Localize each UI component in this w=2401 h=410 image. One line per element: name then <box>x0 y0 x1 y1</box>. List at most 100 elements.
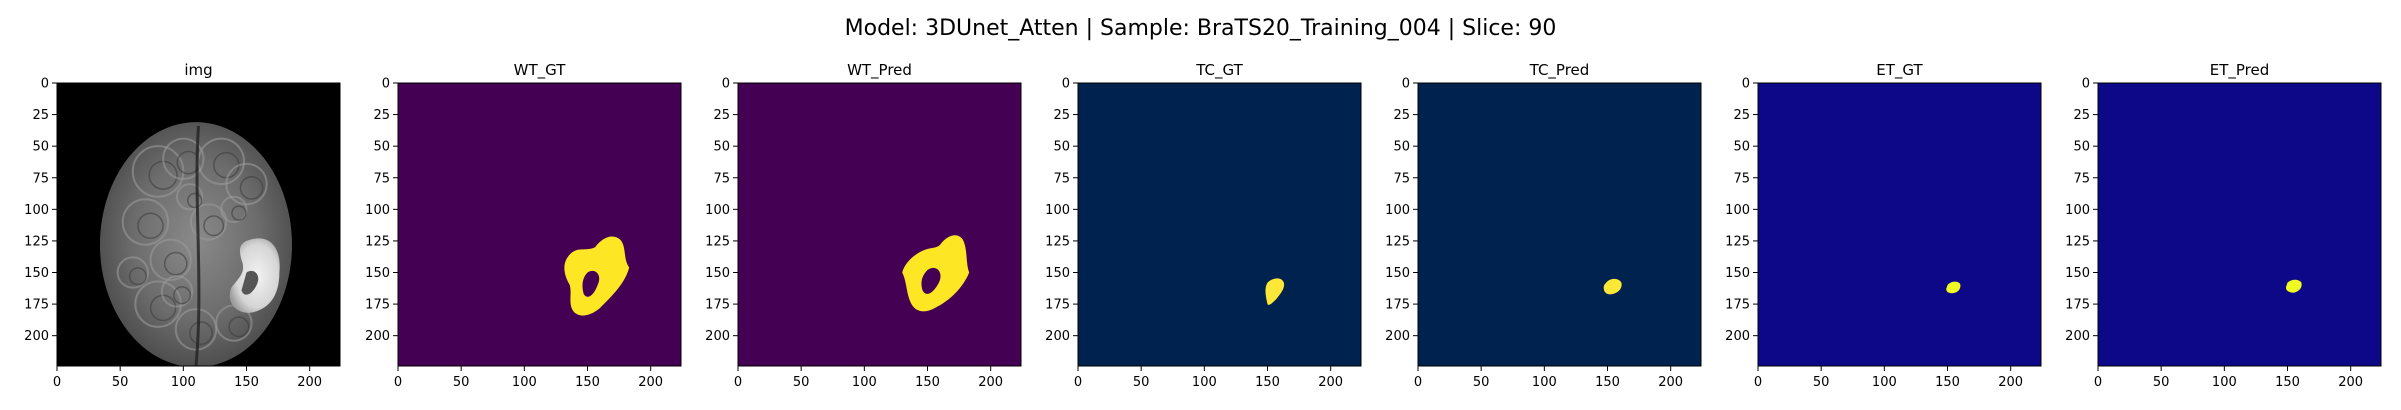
y-tick-label: 100 <box>705 203 730 218</box>
y-tick-label: 150 <box>2065 266 2090 281</box>
figure-title: Model: 3DUnet_Atten | Sample: BraTS20_Tr… <box>844 16 1557 41</box>
y-tick-label: 200 <box>24 329 49 344</box>
axes-frame <box>56 82 341 367</box>
y-tick-label: 175 <box>365 298 390 313</box>
x-tick-label: 150 <box>575 375 600 390</box>
mask-image <box>738 83 1021 366</box>
y-tick-label: 50 <box>2073 140 2090 155</box>
x-tick-label: 100 <box>852 375 877 390</box>
panel-title: WT_GT <box>514 61 567 80</box>
y-tick-label: 100 <box>1385 203 1410 218</box>
panel-title: TC_Pred <box>1529 61 1590 80</box>
x-tick-label: 100 <box>512 375 537 390</box>
y-tick-label: 50 <box>1053 140 1070 155</box>
segmentation-mask <box>2285 279 2302 293</box>
axes-frame <box>1417 82 1702 367</box>
y-tick-label: 25 <box>713 108 730 123</box>
y-tick-label: 0 <box>2082 77 2090 92</box>
mask-image <box>1418 83 1701 366</box>
y-tick-label: 0 <box>1402 77 1410 92</box>
x-tick-label: 150 <box>1935 375 1960 390</box>
axes-frame <box>737 82 1022 367</box>
mask-image <box>1078 83 1361 366</box>
x-tick-label: 50 <box>453 375 470 390</box>
y-tick-label: 50 <box>32 140 49 155</box>
x-tick-label: 200 <box>978 375 1003 390</box>
x-tick-label: 0 <box>1754 375 1762 390</box>
x-tick-label: 0 <box>1414 375 1422 390</box>
y-tick-label: 75 <box>373 171 390 186</box>
x-tick-label: 0 <box>394 375 402 390</box>
panel-et-gt: ET_GT 0 25 50 75 100 125 150 175 200 0 50 100 150 200 <box>1725 61 2042 390</box>
y-tick-label: 200 <box>1385 329 1410 344</box>
y-tick-label: 75 <box>2073 171 2090 186</box>
y-tick-label: 100 <box>365 203 390 218</box>
x-tick-label: 150 <box>2275 375 2300 390</box>
panel-title: WT_Pred <box>847 61 912 80</box>
mri-image <box>57 83 340 366</box>
y-tick-label: 25 <box>1733 108 1750 123</box>
y-tick-label: 0 <box>722 77 730 92</box>
y-tick-label: 100 <box>1045 203 1070 218</box>
x-tick-label: 100 <box>2212 375 2237 390</box>
x-tick-label: 100 <box>1532 375 1557 390</box>
axes-frame <box>1077 82 1362 367</box>
x-tick-label: 150 <box>915 375 940 390</box>
y-tick-label: 50 <box>1393 140 1410 155</box>
y-tick-label: 150 <box>365 266 390 281</box>
y-tick-label: 100 <box>24 203 49 218</box>
y-tick-label: 200 <box>1725 329 1750 344</box>
x-tick-label: 100 <box>1192 375 1217 390</box>
segmentation-mask <box>1946 281 1961 294</box>
y-tick-label: 200 <box>1045 329 1070 344</box>
y-tick-label: 125 <box>365 234 390 249</box>
x-tick-label: 200 <box>1318 375 1343 390</box>
x-tick-label: 50 <box>112 375 129 390</box>
x-tick-label: 200 <box>1658 375 1683 390</box>
x-tick-label: 200 <box>2338 375 2363 390</box>
axes-frame <box>2097 82 2382 367</box>
y-tick-label: 100 <box>2065 203 2090 218</box>
y-tick-label: 175 <box>2065 298 2090 313</box>
x-tick-label: 200 <box>297 375 322 390</box>
x-tick-label: 200 <box>1998 375 2023 390</box>
y-tick-label: 175 <box>1045 298 1070 313</box>
segmentation-mask <box>1603 278 1622 295</box>
panel-img: img 0 25 50 75 100 125 150 175 200 0 50 100 150 200 <box>24 61 341 390</box>
mask-image <box>398 83 681 366</box>
y-tick-label: 125 <box>1725 234 1750 249</box>
axes-frame <box>397 82 682 367</box>
x-tick-label: 0 <box>2094 375 2102 390</box>
x-tick-label: 100 <box>171 375 196 390</box>
y-tick-label: 100 <box>1725 203 1750 218</box>
panel-wt-pred: WT_Pred 0 25 50 75 100 125 150 175 200 0 50 100 150 20… <box>705 61 1022 390</box>
x-tick-label: 200 <box>638 375 663 390</box>
y-tick-label: 25 <box>2073 108 2090 123</box>
x-tick-label: 50 <box>2153 375 2170 390</box>
y-tick-label: 200 <box>2065 329 2090 344</box>
y-tick-label: 175 <box>1385 298 1410 313</box>
y-tick-label: 75 <box>32 171 49 186</box>
x-tick-label: 150 <box>1255 375 1280 390</box>
y-tick-label: 175 <box>24 298 49 313</box>
x-tick-label: 0 <box>53 375 61 390</box>
panel-tc-gt: TC_GT 0 25 50 75 100 125 150 175 200 0 50 100 150 200 <box>1045 61 1362 390</box>
x-tick-label: 50 <box>1813 375 1830 390</box>
mask-image <box>2098 83 2381 366</box>
y-tick-label: 0 <box>1062 77 1070 92</box>
y-tick-label: 150 <box>24 266 49 281</box>
y-tick-label: 175 <box>705 298 730 313</box>
panel-title: img <box>184 61 212 79</box>
y-tick-label: 150 <box>1045 266 1070 281</box>
segmentation-mask <box>1265 278 1285 305</box>
panel-tc-pred: TC_Pred 0 25 50 75 100 125 150 175 200 0 50 100 150 20… <box>1385 61 1702 390</box>
x-tick-label: 150 <box>234 375 259 390</box>
x-tick-label: 50 <box>1473 375 1490 390</box>
y-tick-label: 0 <box>1742 77 1750 92</box>
y-tick-label: 25 <box>32 108 49 123</box>
y-tick-label: 25 <box>1393 108 1410 123</box>
panel-et-pred: ET_Pred 0 25 50 75 100 125 150 175 200 0 50 100 150 20… <box>2065 61 2382 390</box>
y-tick-label: 0 <box>41 77 49 92</box>
x-tick-label: 50 <box>1133 375 1150 390</box>
